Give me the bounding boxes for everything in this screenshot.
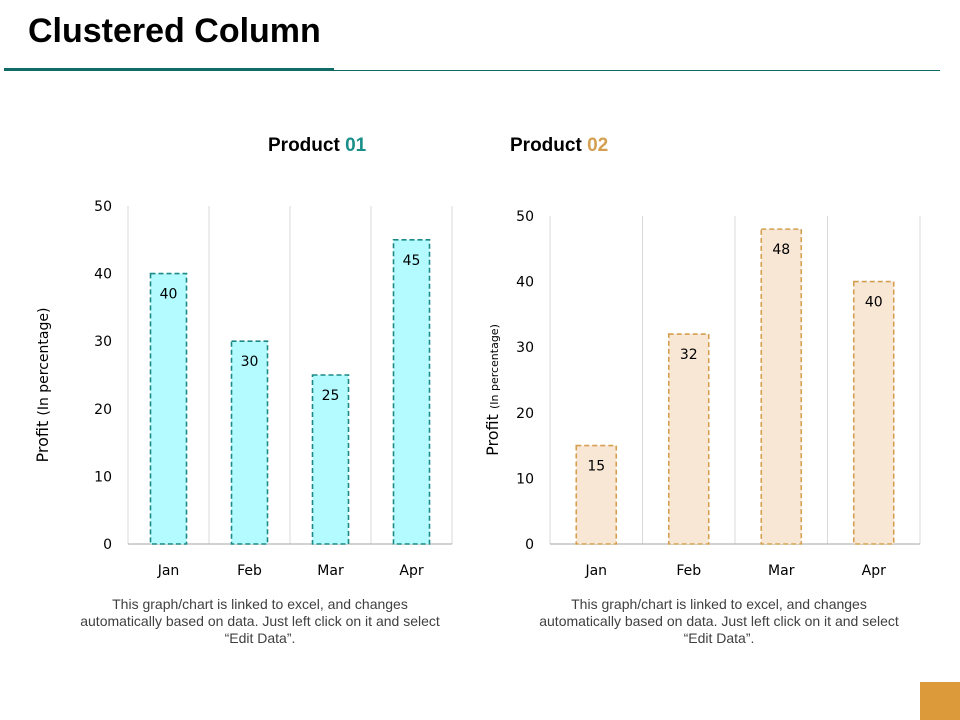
bar (392, 239, 431, 545)
x-category-label: Apr (862, 563, 886, 579)
x-category-label: Jan (157, 563, 180, 579)
bar (230, 340, 269, 545)
corner-accent-square (920, 682, 960, 720)
chart-1-title-number: 01 (345, 135, 367, 156)
y-axis-label-sub: (In percentage) (36, 308, 52, 416)
x-category-label: Jan (584, 563, 607, 579)
x-category-label: Mar (768, 563, 795, 579)
chart-1-caption: This graph/chart is linked to excel, and… (80, 596, 440, 646)
chart-1-title-prefix: Product (268, 135, 346, 156)
y-tick-label: 50 (516, 209, 534, 225)
y-tick-label: 30 (516, 340, 534, 356)
bar (667, 333, 710, 545)
data-label: 15 (587, 459, 605, 475)
x-category-label: Feb (676, 563, 701, 579)
title-underline-thin (334, 70, 940, 71)
data-label: 25 (322, 388, 340, 404)
y-axis-label-main: Profit (33, 416, 52, 463)
bar (575, 444, 618, 545)
y-axis-label-sub: (In percentage) (488, 324, 501, 409)
chart-1-title: Product 01 (268, 135, 366, 157)
x-category-label: Mar (317, 563, 344, 579)
y-axis-label: Profit (In percentage) (33, 308, 52, 463)
data-label: 32 (680, 347, 698, 363)
data-label: 40 (865, 295, 883, 311)
title-underline-thick (4, 68, 334, 71)
chart-2-title: Product 02 (510, 135, 608, 157)
y-tick-label: 0 (525, 537, 534, 553)
x-category-label: Feb (237, 563, 262, 579)
y-tick-label: 40 (94, 267, 112, 283)
chart-2-title-number: 02 (587, 135, 609, 156)
bar (149, 272, 188, 545)
y-axis-label-main: Profit (483, 409, 502, 456)
y-tick-label: 0 (103, 537, 112, 553)
y-tick-label: 20 (94, 402, 112, 418)
y-tick-label: 50 (94, 199, 112, 215)
x-category-label: Apr (399, 563, 423, 579)
y-tick-label: 10 (94, 469, 112, 485)
data-label: 40 (160, 287, 178, 303)
y-tick-label: 40 (516, 275, 534, 291)
data-label: 30 (241, 354, 259, 370)
bar (311, 374, 350, 545)
y-tick-label: 30 (94, 334, 112, 350)
y-tick-label: 20 (516, 406, 534, 422)
y-axis-label: Profit (In percentage) (483, 324, 502, 456)
data-label: 45 (403, 253, 421, 269)
chart-2-caption: This graph/chart is linked to excel, and… (539, 596, 899, 646)
y-tick-label: 10 (516, 471, 534, 487)
slide-title: Clustered Column (28, 12, 321, 50)
data-label: 48 (772, 242, 790, 258)
bar (852, 280, 895, 545)
chart-2-title-prefix: Product (510, 135, 588, 156)
bar (760, 228, 803, 545)
